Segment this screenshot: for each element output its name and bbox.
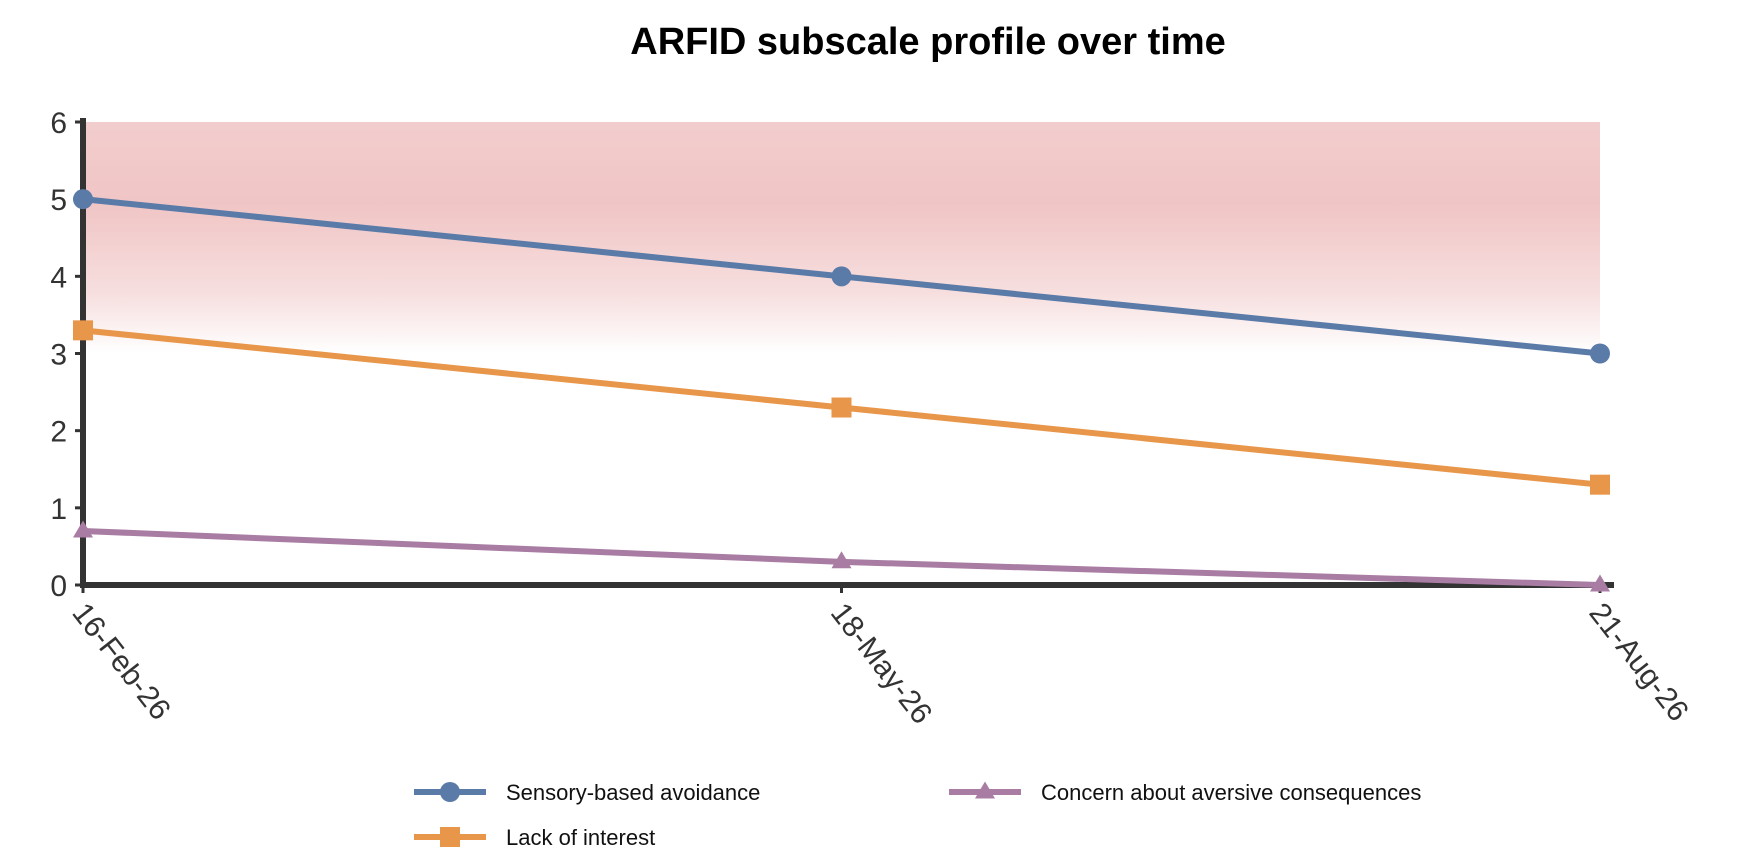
series-layer [73,189,1610,592]
series-2 [73,320,1610,495]
data-point [831,266,852,287]
y-tick-label: 6 [50,107,67,140]
legend-swatch-marker [440,782,460,802]
data-point [1590,343,1610,364]
data-point [1590,474,1610,495]
legend-label: Lack of interest [506,825,655,850]
data-point [831,551,852,569]
legend-item: Lack of interest [414,825,655,850]
data-point [831,397,852,418]
x-tick-label: 18-May-26 [824,597,938,730]
x-tick-label: 16-Feb-26 [65,597,176,726]
y-tick-label: 4 [50,261,67,294]
legend-swatch-marker [440,827,460,847]
chart-title: ARFID subscale profile over time [630,21,1226,63]
legend-item: Concern about aversive consequences [949,780,1421,805]
series-3 [73,520,1610,592]
risk-band [83,122,1600,354]
data-point [73,320,93,341]
legend: Sensory-based avoidance Lack of interest C… [414,780,1421,850]
legend-item: Sensory-based avoidance [414,780,760,805]
x-tick-label: 21-Aug-26 [1582,597,1694,728]
y-tick-label: 3 [50,339,67,372]
y-tick-label: 0 [50,570,67,603]
y-tick-label: 2 [50,416,67,449]
data-point [73,520,93,538]
data-point [1590,574,1610,592]
shaded-band-layer [83,122,1600,354]
legend-label: Sensory-based avoidance [506,780,760,805]
y-tick-label: 5 [50,184,67,217]
series-1 [73,189,1610,364]
data-point [73,189,93,210]
y-tick-label: 1 [50,493,67,526]
legend-label: Concern about aversive consequences [1041,780,1421,805]
legend-swatch-marker [975,781,995,799]
